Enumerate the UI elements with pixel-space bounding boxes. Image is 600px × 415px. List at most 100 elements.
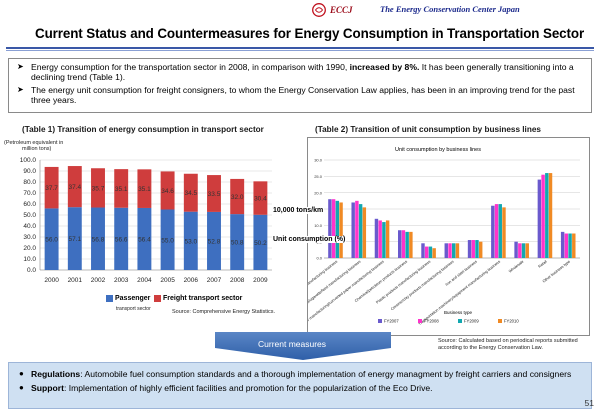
bullet-dot-icon: ● [19,369,24,378]
chart2-xlabel: Business type [444,310,473,315]
x-tick-label: Retail [538,260,548,269]
data-label-passenger: 50.8 [231,240,244,247]
measure-text: Support: Implementation of highly effici… [31,383,433,393]
legend-freight: Freight transport sector [154,295,242,302]
legend-passenger-sub: transport sector [116,306,151,312]
arrow-bullet-icon: ➤ [17,85,24,94]
chart2-unit-label: Unit consumption (%) [272,236,347,243]
bar-fy2007 [467,240,472,258]
x-tick-label: 2002 [91,277,106,284]
summary-text-part: It has been generally transitioning into… [31,62,574,82]
chart2-x-axis: Food/food manufacturing businessBeverage… [308,260,571,333]
x-tick-label: Transportation machinery/equipment manuf… [418,260,502,327]
bar-fy2007 [560,231,565,258]
y-tick-label: 30.0 [314,158,323,163]
measure-item: ● Regulations: Automobile fuel consumpti… [19,369,581,379]
bar-freight [67,166,82,208]
x-tick-label: 2003 [114,277,129,284]
y-tick-label: 10.0 [23,256,36,263]
bar-passenger [253,214,268,270]
measure-text: Regulations: Automobile fuel consumption… [31,369,571,379]
bar-fy2008 [401,230,406,258]
page-number: 51 [584,398,594,408]
bar-fy2008 [425,246,429,258]
x-tick-label: 2007 [207,277,222,284]
summary-text-part: Energy consumption for the transportatio… [31,62,350,72]
chart1-y-axis: 0.0 10.0 20.0 30.0 40.0 50.0 60.0 70.0 80.0 90.0 1… [20,157,272,274]
table1-heading: (Table 1) Transition of energy consumpti… [22,125,264,134]
bar-fy2009 [545,173,549,258]
y-tick-label: 0.0 [27,267,36,274]
y-tick-label: 60.0 [23,201,36,208]
bar-freight [44,166,59,209]
bar-fy2010 [455,243,460,258]
data-label-freight: 37.7 [45,185,58,192]
bar-fy2007 [328,199,332,258]
data-label-passenger: 56.0 [45,237,58,244]
bar-fy2008 [564,233,569,258]
data-label-passenger: 55.0 [161,237,174,244]
summary-highlight: increased by 8%. [349,62,420,72]
data-label-freight: 35.7 [92,185,105,192]
bar-fy2008 [541,174,545,258]
chart2-legend: FY2007 FY2008 FY2009 FY2010 [378,319,519,324]
bar-fy2009 [428,246,433,258]
legend-swatch [378,319,382,323]
org-short-name: ECCJ [330,5,353,15]
chart1-bars [44,166,268,270]
bar-passenger [44,208,59,270]
unit-consumption-chart: Unit consumption by business lines 0.05.… [308,147,580,333]
bar-freight [230,178,245,215]
unit-consumption-chart-frame: Unit consumption by business lines 0.05.… [307,137,590,336]
bar-fy2009 [382,222,386,258]
summary-box: ➤ Energy consumption for the transportat… [8,58,592,113]
data-label-passenger: 50.2 [254,240,267,247]
x-tick-label: Beverage/food/cigarette/feed manufacturi… [308,260,362,319]
table2-heading: (Table 2) Transition of unit consumption… [315,125,541,134]
data-label-freight: 32.0 [231,194,244,201]
bar-fy2009 [335,200,340,258]
bar-freight [114,169,129,208]
bar-fy2008 [518,243,522,258]
bar-passenger [207,211,221,270]
bar-fy2007 [491,205,495,258]
eccj-logo-icon [312,3,326,17]
bar-fy2010 [409,231,413,258]
data-label-freight: 37.4 [68,184,81,191]
bar-fy2007 [421,243,425,258]
bar-freight [253,181,268,215]
bar-passenger [67,207,82,270]
bar-fy2009 [498,204,502,258]
unit-label: (Petroleum equivalent in [4,140,63,146]
y-tick-label: 20.0 [314,190,323,195]
summary-text: Energy consumption for the transportatio… [31,62,583,82]
bar-fy2008 [471,240,475,258]
x-tick-label: 2009 [253,277,268,284]
bar-fy2007 [537,179,542,258]
legend-passenger: Passenger [106,295,150,302]
bar-fy2009 [475,240,479,258]
bar-passenger [160,209,175,270]
bar-fy2008 [355,200,359,258]
legend-swatch [154,295,161,302]
legend-swatch [106,295,113,302]
measure-title: Support [31,383,64,393]
legend-label: FY2010 [504,319,519,324]
legend-label: Passenger [115,295,151,302]
bar-fy2008 [331,199,336,258]
measure-desc: : Automobile fuel consumption standards … [80,369,572,379]
data-label-passenger: 57.1 [68,236,81,243]
bar-passenger [137,207,152,270]
y-tick-label: 25.0 [314,174,323,179]
bar-freight [207,175,221,212]
bar-fy2010 [548,173,553,258]
bar-fy2009 [405,231,409,258]
bar-fy2008 [448,243,452,258]
data-label-freight: 33.5 [208,191,221,198]
bar-fy2009 [568,233,572,258]
bar-fy2010 [478,241,483,258]
measure-item: ● Support: Implementation of highly effi… [19,383,581,393]
legend-swatch [498,319,502,323]
energy-consumption-chart: (Petroleum equivalent in million tons) 0… [4,140,272,284]
page-title: Current Status and Countermeasures for E… [35,26,585,41]
